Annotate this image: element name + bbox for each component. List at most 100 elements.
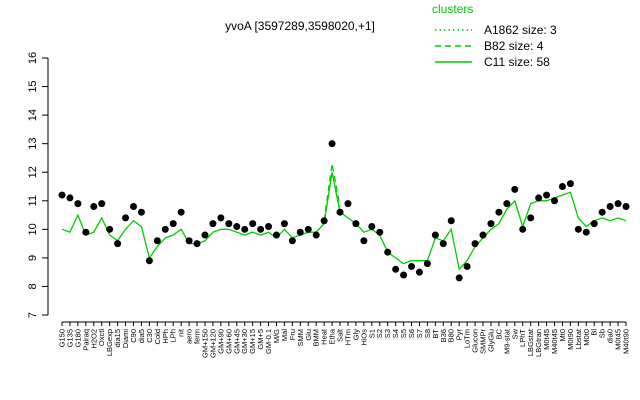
data-point — [145, 257, 153, 265]
data-point — [201, 231, 209, 239]
x-tick-label: Pairaq — [81, 329, 90, 351]
data-point — [543, 191, 551, 199]
x-tick-label: Etha — [328, 328, 337, 344]
x-tick-label: LBGexp — [105, 329, 114, 356]
x-tick-label: LPh — [169, 329, 178, 342]
data-point — [320, 217, 328, 225]
x-tick-label: GM+45 — [232, 329, 241, 354]
data-point — [360, 237, 368, 245]
x-tick-label: GM+60 — [224, 329, 233, 354]
data-point — [225, 220, 233, 228]
data-point — [606, 202, 614, 210]
data-point — [114, 240, 122, 248]
data-point — [272, 231, 280, 239]
x-tick-label: Bl — [590, 329, 599, 336]
data-point — [344, 200, 352, 208]
x-tick-label: C30 — [145, 329, 154, 343]
data-point — [614, 200, 622, 208]
data-point — [582, 228, 590, 236]
data-point — [503, 200, 511, 208]
x-tick-label: SMMPr — [479, 329, 488, 355]
data-point — [304, 225, 312, 233]
data-point — [622, 202, 630, 210]
legend-title: clusters — [432, 2, 473, 16]
x-tick-label: B36 — [439, 329, 448, 342]
data-point — [423, 260, 431, 268]
data-point — [265, 222, 273, 230]
x-tick-label: S6 — [407, 329, 416, 338]
x-tick-label: Pyr — [455, 328, 464, 340]
x-tick-label: LBGstat — [526, 328, 535, 356]
x-tick-label: LoTm — [463, 329, 472, 348]
y-tick-label: 8 — [27, 283, 39, 289]
x-tick-label: GM-0.1 — [264, 329, 273, 354]
x-tick-label: M0t45 — [542, 329, 551, 350]
x-tick-label: Lbstat — [574, 328, 583, 349]
x-tick-label: G150 — [58, 329, 67, 347]
x-tick-label: G135 — [65, 329, 74, 347]
data-point — [439, 240, 447, 248]
x-tick-label: S1 — [367, 329, 376, 338]
data-point — [328, 140, 336, 148]
x-tick-label: M40t90 — [622, 329, 631, 354]
data-point — [336, 208, 344, 216]
data-point — [471, 240, 479, 248]
data-point — [495, 208, 503, 216]
data-point — [352, 220, 360, 228]
data-point — [535, 194, 543, 202]
data-point — [153, 237, 161, 245]
x-tick-label: S7 — [415, 329, 424, 338]
x-tick-label: GM+90 — [216, 329, 225, 354]
x-tick-label: Glucon — [471, 329, 480, 353]
data-point — [249, 220, 257, 228]
data-point — [527, 214, 535, 222]
x-tick-label: Oxctl — [97, 329, 106, 346]
data-point — [384, 248, 392, 256]
data-point — [66, 194, 74, 202]
x-tick-label: Sw — [510, 328, 519, 339]
data-point — [177, 208, 185, 216]
x-tick-label: M0t0 — [582, 329, 591, 346]
chart-title: yvoA [3597289,3598020,+1] — [225, 19, 375, 33]
y-tick-label: 11 — [27, 195, 39, 206]
x-tick-label: S5 — [399, 329, 408, 338]
data-point — [431, 231, 439, 239]
x-tick-label: BMM — [312, 329, 321, 347]
x-tick-label: Gly — [351, 329, 360, 341]
x-tick-label: Fru — [288, 329, 297, 340]
x-tick-label: HPh — [161, 329, 170, 344]
data-point — [209, 220, 217, 228]
x-tick-label: Mt0 — [558, 329, 567, 342]
x-tick-label: GM+30 — [240, 329, 249, 354]
data-point — [400, 271, 408, 279]
legend-label: A1862 size: 3 — [484, 23, 557, 37]
x-tick-label: Heat — [320, 328, 329, 345]
x-tick-label: LPhT — [518, 329, 527, 347]
x-tick-label: aero — [185, 329, 194, 344]
x-tick-label: GlyGlu — [486, 329, 495, 352]
legend-label: C11 size: 58 — [484, 55, 550, 69]
data-point — [551, 197, 559, 205]
x-tick-label: G180 — [73, 329, 82, 347]
x-tick-label: LBGtran — [534, 329, 543, 357]
x-tick-label: GM+120 — [208, 329, 217, 358]
data-point — [296, 228, 304, 236]
x-tick-label: BT — [431, 329, 440, 339]
x-tick-label: Glu — [304, 329, 313, 341]
data-point — [106, 225, 114, 233]
data-point — [392, 265, 400, 273]
x-tick-label: Salt — [336, 328, 345, 342]
data-point — [408, 262, 416, 270]
x-tick-label: GM+15 — [248, 329, 257, 354]
x-tick-label: M0t90 — [566, 329, 575, 350]
x-tick-label: Sb — [598, 329, 607, 338]
y-tick-label: 7 — [27, 312, 39, 318]
x-tick-label: GM+150 — [200, 329, 209, 358]
y-tick-label: 9 — [27, 255, 39, 261]
data-point — [598, 208, 606, 216]
data-point — [376, 228, 384, 236]
x-tick-label: S3 — [383, 329, 392, 338]
y-tick-label: 10 — [27, 223, 39, 235]
data-point — [185, 237, 193, 245]
data-point — [257, 225, 265, 233]
